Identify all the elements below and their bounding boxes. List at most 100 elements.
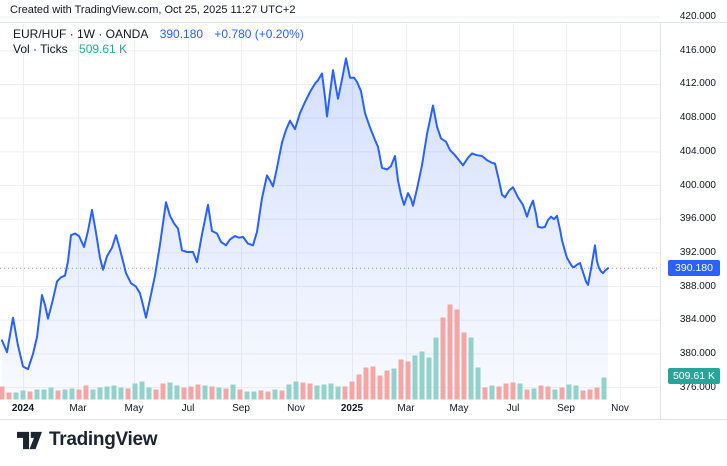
- volume-indicator-title[interactable]: Vol · Ticks: [13, 42, 68, 56]
- volume-bar: [377, 375, 383, 400]
- volume-bar: [181, 387, 187, 400]
- price-scale-label: 412.000: [679, 78, 716, 90]
- price-scale-label: 384.000: [679, 314, 716, 326]
- time-scale-label: 2024: [11, 403, 35, 414]
- volume-bar: [216, 387, 222, 400]
- attribution-text: Created with TradingView.com, Oct 25, 20…: [10, 4, 296, 16]
- volume-bar: [41, 389, 47, 400]
- volume-bar: [510, 382, 516, 400]
- volume-bar: [482, 387, 488, 400]
- volume-bar: [391, 368, 397, 400]
- volume-bar: [405, 361, 411, 400]
- volume-bar: [76, 389, 82, 400]
- volume-bar: [601, 377, 607, 400]
- volume-bar: [69, 388, 75, 400]
- volume-bar: [202, 385, 208, 400]
- time-scale-label: 2025: [340, 403, 364, 414]
- volume-bar: [90, 389, 96, 400]
- volume-bar: [265, 391, 271, 400]
- price-scale-label: 376.000: [679, 381, 716, 393]
- volume-bar: [573, 385, 579, 400]
- volume-bar: [307, 383, 313, 400]
- price-scale-label: 388.000: [679, 280, 716, 292]
- volume-bar: [531, 388, 537, 400]
- legend-volume-row[interactable]: Vol · Ticks 509.61 K: [13, 42, 304, 57]
- price-scale-separator: [660, 22, 661, 419]
- brand-name: TradingView: [49, 429, 158, 450]
- volume-bar: [279, 390, 285, 400]
- volume-bar: [188, 386, 194, 400]
- chart-top-border: [0, 22, 727, 23]
- volume-bar: [118, 387, 124, 400]
- volume-bar: [545, 386, 551, 400]
- volume-bar: [412, 355, 418, 400]
- volume-bar: [559, 387, 565, 400]
- volume-bar: [475, 367, 481, 400]
- price-scale-label: 400.000: [679, 179, 716, 191]
- time-scale-label: Mar: [69, 403, 87, 414]
- volume-bar: [244, 391, 250, 400]
- volume-bar: [552, 389, 558, 400]
- volume-bar: [426, 357, 432, 400]
- last-price-badge: 390.180: [668, 260, 720, 277]
- volume-bar: [125, 388, 131, 400]
- volume-bar: [594, 387, 600, 400]
- volume-bar: [496, 386, 502, 400]
- volume-value: 509.61 K: [79, 42, 128, 56]
- volume-bar: [503, 383, 509, 400]
- volume-bar: [440, 317, 446, 400]
- volume-bar: [55, 390, 61, 400]
- volume-bar: [27, 391, 33, 400]
- volume-bar: [370, 366, 376, 400]
- time-scale-label: Nov: [611, 403, 629, 414]
- volume-bar: [328, 383, 334, 400]
- tradingview-logo[interactable]: TradingView: [17, 429, 158, 451]
- volume-bar: [433, 337, 439, 400]
- volume-bar: [489, 385, 495, 400]
- volume-bar: [349, 381, 355, 400]
- price-area-fill: [2, 58, 608, 400]
- volume-bar: [580, 390, 586, 400]
- volume-bar: [62, 389, 68, 400]
- volume-bar: [111, 385, 117, 400]
- volume-bar: [454, 309, 460, 400]
- volume-bar: [209, 386, 215, 400]
- volume-bar: [384, 370, 390, 400]
- volume-bar: [97, 387, 103, 400]
- volume-bar: [237, 389, 243, 400]
- volume-bar: [258, 390, 264, 400]
- price-scale-label: 396.000: [679, 213, 716, 225]
- volume-bar: [517, 383, 523, 400]
- volume-bar: [321, 384, 327, 400]
- symbol-title[interactable]: EUR/HUF · 1W · OANDA: [13, 27, 149, 41]
- last-price-value: 390.180: [159, 27, 204, 41]
- volume-bar: [524, 389, 530, 400]
- time-scale-label: Nov: [287, 403, 305, 414]
- volume-bar: [587, 389, 593, 400]
- legend-symbol-row[interactable]: EUR/HUF · 1W · OANDA 390.180 +0.780 (+0.…: [13, 27, 304, 42]
- volume-bar: [300, 382, 306, 400]
- volume-bar: [174, 385, 180, 400]
- tradingview-mark-icon: [17, 431, 42, 449]
- volume-bar: [286, 384, 292, 400]
- volume-bar: [20, 390, 26, 400]
- volume-bar: [461, 332, 467, 400]
- volume-bar: [230, 384, 236, 400]
- time-scale-label: May: [449, 403, 469, 414]
- volume-bar: [48, 387, 54, 400]
- price-scale-label: 380.000: [679, 347, 716, 359]
- volume-bar: [314, 385, 320, 400]
- time-scale-label: Mar: [397, 403, 415, 414]
- chart-bottom-border: [0, 419, 727, 420]
- time-scale-label: Sep: [232, 403, 250, 414]
- volume-bar: [139, 381, 145, 400]
- last-volume-badge: 509.61 K: [668, 367, 720, 384]
- time-scale-label: Sep: [557, 403, 575, 414]
- volume-bar: [356, 374, 362, 400]
- time-scale-label: Jul: [506, 403, 520, 414]
- volume-bar: [13, 392, 19, 400]
- volume-bar: [251, 391, 257, 400]
- volume-bar: [293, 381, 299, 400]
